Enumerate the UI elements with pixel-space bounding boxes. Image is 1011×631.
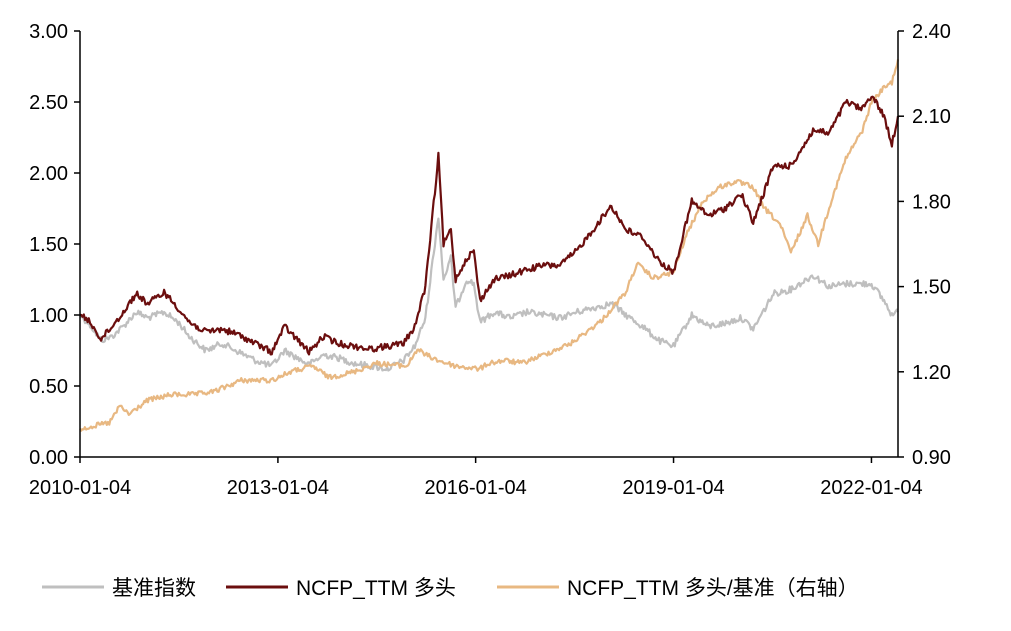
right-y-ticks: 0.90 1.20 1.50 1.80 2.10 2.40 (898, 21, 951, 469)
series-line-2 (80, 95, 900, 356)
series-line-1 (79, 217, 899, 372)
right-tick-label: 1.50 (912, 277, 951, 299)
left-y-ticks: 0.00 0.50 1.00 1.50 2.00 2.50 3.00 (29, 21, 80, 469)
legend-label-1: 基准指数 (112, 577, 196, 600)
right-tick-label: 0.90 (912, 447, 951, 469)
right-tick-label: 1.80 (912, 191, 951, 213)
plot-lines (79, 59, 900, 432)
left-tick-label: 3.00 (29, 21, 68, 43)
left-tick-label: 2.00 (29, 163, 68, 185)
x-ticks: 2010-01-04 2013-01-04 2016-01-04 2019-01-04… (29, 457, 923, 499)
x-tick-label: 2013-01-04 (227, 477, 329, 499)
series-line-3 (79, 59, 900, 432)
left-tick-label: 1.00 (29, 305, 68, 327)
right-tick-label: 2.10 (912, 106, 951, 128)
legend-label-3: NCFP_TTM 多头/基准（右轴） (567, 577, 859, 600)
right-tick-label: 2.40 (912, 21, 951, 43)
x-tick-label: 2022-01-04 (820, 477, 922, 499)
left-tick-label: 2.50 (29, 92, 68, 114)
x-tick-label: 2010-01-04 (29, 477, 131, 499)
x-tick-label: 2016-01-04 (424, 477, 526, 499)
right-tick-label: 1.20 (912, 362, 951, 384)
left-tick-label: 0.00 (29, 447, 68, 469)
left-tick-label: 0.50 (29, 376, 68, 398)
x-tick-label: 2019-01-04 (622, 477, 724, 499)
legend-label-2: NCFP_TTM 多头 (296, 577, 456, 600)
legend: 基准指数 NCFP_TTM 多头 NCFP_TTM 多头/基准（右轴） (42, 577, 859, 600)
left-tick-label: 1.50 (29, 234, 68, 256)
